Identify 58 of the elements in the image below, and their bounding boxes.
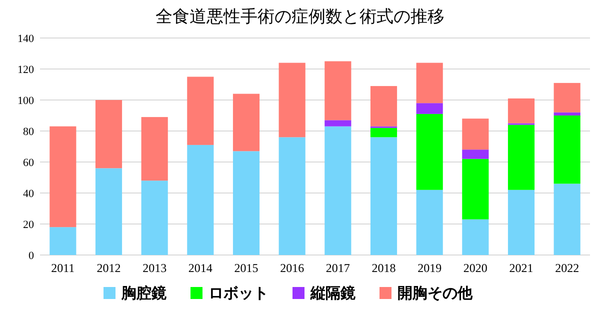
x-tick-label: 2018 (372, 261, 396, 275)
y-tick-label: 40 (23, 188, 34, 200)
y-tick-label: 120 (18, 64, 34, 76)
bar (416, 190, 443, 255)
bar (232, 151, 260, 255)
x-tick-label: 2016 (280, 261, 304, 275)
bar (508, 124, 535, 190)
bar (324, 61, 352, 120)
bar (462, 219, 489, 255)
title: 全食道悪性手術の症例数と術式の推移 (156, 7, 444, 27)
bar (370, 128, 398, 138)
bar (324, 120, 352, 126)
bar (416, 62, 443, 104)
bar (554, 116, 580, 184)
bar (462, 158, 489, 220)
bar (324, 126, 352, 255)
legend-label: 胸腔鏡 (120, 284, 166, 302)
bar (508, 190, 535, 255)
x-tick-label: 2021 (509, 261, 534, 275)
bar (141, 180, 168, 255)
bar (187, 144, 214, 255)
bar (50, 227, 76, 255)
y-tick-label: 60 (23, 157, 34, 169)
bar (554, 184, 580, 255)
bar (50, 126, 76, 228)
y-tick-label: 80 (23, 126, 34, 138)
x-tick-label: 2019 (418, 261, 442, 275)
x-tick-label: 2012 (96, 261, 121, 275)
legend-label: 開胸その他 (398, 284, 474, 302)
x-tick-label: 2022 (555, 261, 580, 275)
bar (370, 86, 398, 126)
bar (462, 150, 489, 159)
x-tick-label: 2017 (326, 261, 350, 275)
x-tick-label: 2020 (463, 261, 488, 275)
bar (416, 114, 443, 190)
y-tick-label: 20 (23, 219, 34, 231)
legend-label: ロボット (208, 284, 268, 302)
bar (416, 103, 443, 114)
bar (187, 76, 214, 145)
bar (278, 137, 306, 255)
x-tick-label: 2013 (142, 261, 167, 275)
bar (554, 82, 580, 112)
bar (508, 98, 535, 124)
y-tick-label: 140 (18, 33, 34, 45)
bar (95, 100, 122, 168)
bar (370, 137, 398, 255)
bar (232, 94, 260, 152)
x-tick-label: 2015 (234, 261, 258, 275)
bar (141, 117, 168, 181)
bar (278, 62, 306, 138)
x-tick-label: 2011 (51, 261, 75, 275)
x-tick-label: 2014 (188, 261, 212, 275)
y-tick-label: 0 (28, 250, 34, 262)
bar (462, 118, 489, 150)
y-tick-label: 100 (18, 95, 34, 107)
legend-label: 縦隔鏡 (310, 284, 356, 302)
bar (95, 168, 122, 255)
bar (554, 112, 580, 116)
